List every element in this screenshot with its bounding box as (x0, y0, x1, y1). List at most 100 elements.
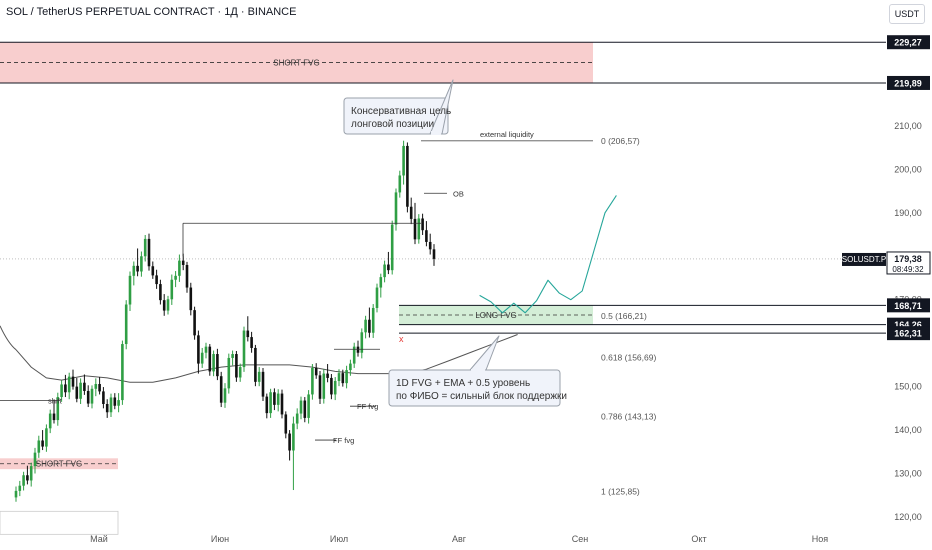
candle-body (140, 256, 143, 272)
candle-body (90, 388, 94, 404)
candle-body (337, 373, 341, 381)
fvg-label: SHORT FVG (36, 460, 82, 469)
candle-body (250, 337, 253, 348)
price-badge (887, 298, 930, 313)
candle-body (200, 352, 204, 364)
candle-body (41, 440, 44, 447)
candle-body (132, 265, 136, 276)
candle-body (402, 145, 405, 176)
time-tick-label: Июл (330, 534, 348, 544)
time-tick-label: Авг (452, 534, 467, 544)
candle-body (326, 373, 329, 378)
candle-body (284, 414, 288, 434)
symbol-badge (842, 252, 886, 266)
candle-body (94, 384, 98, 389)
candle-body (333, 380, 337, 395)
candle-body (185, 264, 189, 288)
candle-body (102, 391, 105, 404)
candle-body (352, 346, 356, 364)
candle-body (394, 192, 398, 225)
candle-body (56, 397, 60, 421)
external-liquidity-label: external liquidity (480, 130, 534, 139)
candle-body (113, 397, 117, 406)
candle-body (98, 384, 101, 392)
candle-body (303, 400, 307, 418)
candle-body (162, 300, 166, 311)
candle-body (45, 428, 48, 447)
candle-body (406, 145, 409, 207)
candle-body (341, 373, 345, 384)
candle-body (136, 265, 139, 272)
candle-body (109, 397, 113, 413)
candle-body (276, 393, 280, 405)
ema-line-start (0, 325, 17, 351)
candle-body (33, 452, 37, 467)
candle-body (128, 275, 132, 305)
fib-label: 0.5 (166,21) (601, 311, 647, 321)
candles-layer (14, 140, 436, 502)
price-badge-label: 164,26 (894, 320, 922, 330)
ff-fvg-label: FF fvg (333, 436, 354, 445)
candle-body (159, 284, 162, 301)
candle-body (246, 330, 250, 338)
time-tick-label: Окт (691, 534, 706, 544)
candle-body (379, 277, 383, 288)
candle-body (295, 413, 299, 424)
candle-body (64, 384, 67, 393)
candle-body (14, 490, 18, 498)
candle-body (166, 299, 170, 311)
candle-body (212, 354, 215, 372)
candle-body (413, 218, 417, 240)
candle-body (181, 260, 185, 265)
fib-label: 0.786 (143,13) (601, 411, 656, 421)
fvg-zone (399, 305, 593, 325)
price-axis-bg (886, 0, 932, 550)
candle-body (311, 367, 314, 395)
time-tick-label: Ноя (812, 534, 829, 544)
current-price-badge (886, 251, 931, 275)
candle-body (242, 330, 246, 368)
candle-body (432, 249, 436, 259)
candle-body (79, 382, 82, 399)
candle-body (208, 346, 212, 372)
candle-body (371, 307, 375, 333)
callout-pointer-cover (431, 131, 441, 135)
fib-label: 0.618 (156,69) (601, 353, 656, 363)
candle-body (216, 354, 219, 377)
candle-body (67, 376, 71, 393)
current-price-label: 179,38 (894, 254, 922, 264)
price-tick-label: 140,00 (894, 425, 922, 435)
candle-body (409, 206, 413, 219)
x-mark: x (399, 334, 404, 344)
ob-label: OB (453, 189, 464, 198)
candle-body (292, 423, 295, 451)
candle-body (364, 319, 367, 333)
fvg-zones-layer: SHORT FVG SHORT FVG LONG FVG (0, 42, 593, 470)
symbol-title: SOL / TetherUS PERPETUAL CONTRACT · 1Д ·… (6, 6, 297, 18)
candle-body (223, 388, 227, 403)
candle-body (231, 354, 234, 358)
price-tick-label: 150,00 (894, 382, 922, 392)
price-badge-label: 229,27 (894, 38, 922, 48)
candle-body (189, 287, 193, 311)
fvg-label: LONG FVG (475, 311, 516, 320)
price-tick-label: 130,00 (894, 469, 922, 479)
candle-body (254, 347, 257, 382)
candle-body (83, 382, 86, 391)
candle-body (86, 390, 90, 404)
candle-body (197, 335, 200, 364)
price-tick-label: 120,00 (894, 512, 922, 522)
candle-body (421, 218, 424, 231)
candle-body (318, 375, 322, 399)
candle-body (383, 264, 386, 278)
callout-bottom-line1: 1D FVG + EMA + 0.5 уровень (396, 378, 530, 389)
candle-body (235, 354, 238, 378)
candle-body (178, 260, 181, 276)
currency-button[interactable]: USDT (889, 4, 925, 24)
candle-body (26, 475, 29, 481)
candle-body (193, 310, 196, 336)
candle-body (117, 400, 120, 406)
callout-bottom-line2: по ФИБО = сильный блок поддержки (396, 390, 567, 402)
price-badge-label: 162,31 (894, 329, 922, 339)
